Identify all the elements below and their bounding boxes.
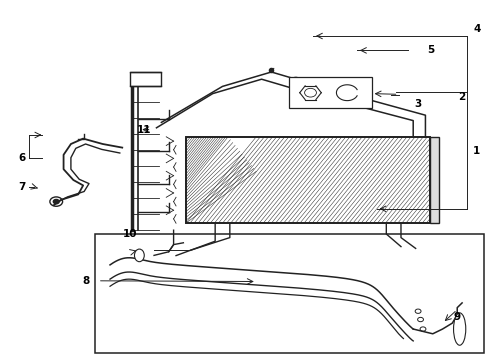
Bar <box>129 72 161 86</box>
Text: 5: 5 <box>426 45 433 55</box>
Text: 7: 7 <box>18 182 26 192</box>
Text: 6: 6 <box>19 153 25 163</box>
Text: 2: 2 <box>458 92 465 102</box>
Bar <box>288 77 371 108</box>
Ellipse shape <box>134 249 144 262</box>
Text: 8: 8 <box>82 276 89 286</box>
Circle shape <box>53 199 59 204</box>
Text: 11: 11 <box>137 125 151 135</box>
Bar <box>185 137 429 223</box>
Text: 1: 1 <box>472 146 479 156</box>
Text: 3: 3 <box>414 99 421 109</box>
Circle shape <box>290 77 300 85</box>
Text: 10: 10 <box>122 229 137 239</box>
Text: 9: 9 <box>453 312 460 322</box>
Bar <box>429 137 438 223</box>
Bar <box>95 234 483 353</box>
Bar <box>185 137 429 223</box>
Text: 4: 4 <box>472 24 480 34</box>
Ellipse shape <box>452 313 465 345</box>
